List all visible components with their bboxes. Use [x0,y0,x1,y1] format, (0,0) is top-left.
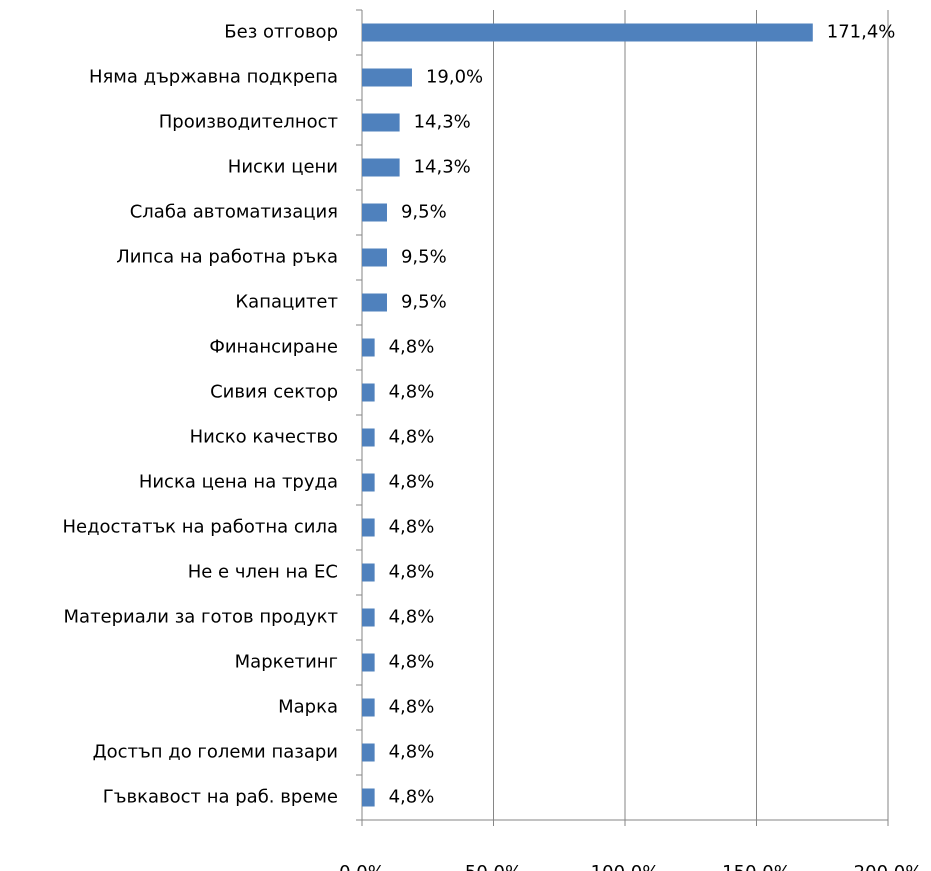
bar [362,518,375,537]
value-label: 4,8% [389,427,435,448]
bar [362,608,375,627]
bar [362,428,375,447]
bar [362,788,375,807]
y-tick-label: Ниски цени [228,157,338,178]
value-label: 14,3% [414,112,471,133]
bar [362,68,412,87]
value-label: 14,3% [414,157,471,178]
y-tick-label: Производителност [159,112,338,133]
value-label: 4,8% [389,652,435,673]
bar [362,293,387,312]
y-tick-label: Достъп до големи пазари [93,742,338,763]
bar [362,113,400,132]
y-tick-label: Маркетинг [235,652,338,673]
y-tick-label: Липса на работна ръка [116,247,338,268]
bar [362,23,813,42]
y-tick-label: Ниско качество [190,427,338,448]
x-tick-label: 50,0% [465,862,522,871]
y-tick-label: Недостатък на работна сила [62,517,338,538]
value-label: 4,8% [389,382,435,403]
value-label: 4,8% [389,562,435,583]
y-tick-label: Не е член на ЕС [188,562,338,583]
y-tick-label: Ниска цена на труда [139,472,338,493]
value-label: 9,5% [401,292,447,313]
bar [362,158,400,177]
y-tick-label: Няма държавна подкрепа [89,67,338,88]
y-tick-label: Капацитет [235,292,338,313]
value-label: 9,5% [401,202,447,223]
y-tick-label: Без отговор [224,22,338,43]
value-label: 4,8% [389,742,435,763]
bar [362,743,375,762]
value-label: 171,4% [827,22,896,43]
value-label: 4,8% [389,697,435,718]
x-tick-label: 0,0% [339,862,385,871]
bar [362,653,375,672]
y-tick-label: Слаба автоматизация [130,202,338,223]
y-tick-label: Гъвкавост на раб. време [103,787,338,808]
value-label: 9,5% [401,247,447,268]
x-tick-label: 200,0% [854,862,923,871]
y-tick-label: Сивия сектор [210,382,338,403]
value-label: 19,0% [426,67,483,88]
bar [362,338,375,357]
x-tick-label: 100,0% [591,862,660,871]
y-tick-label: Финансиране [209,337,338,358]
y-tick-label: Материали за готов продукт [64,607,338,628]
x-tick-label: 150,0% [722,862,791,871]
value-label: 4,8% [389,472,435,493]
bar [362,473,375,492]
value-label: 4,8% [389,787,435,808]
value-label: 4,8% [389,607,435,628]
bar [362,563,375,582]
value-label: 4,8% [389,337,435,358]
bar [362,203,387,222]
bar [362,248,387,267]
bar [362,698,375,717]
bar [362,383,375,402]
value-label: 4,8% [389,517,435,538]
y-tick-label: Марка [278,697,338,718]
